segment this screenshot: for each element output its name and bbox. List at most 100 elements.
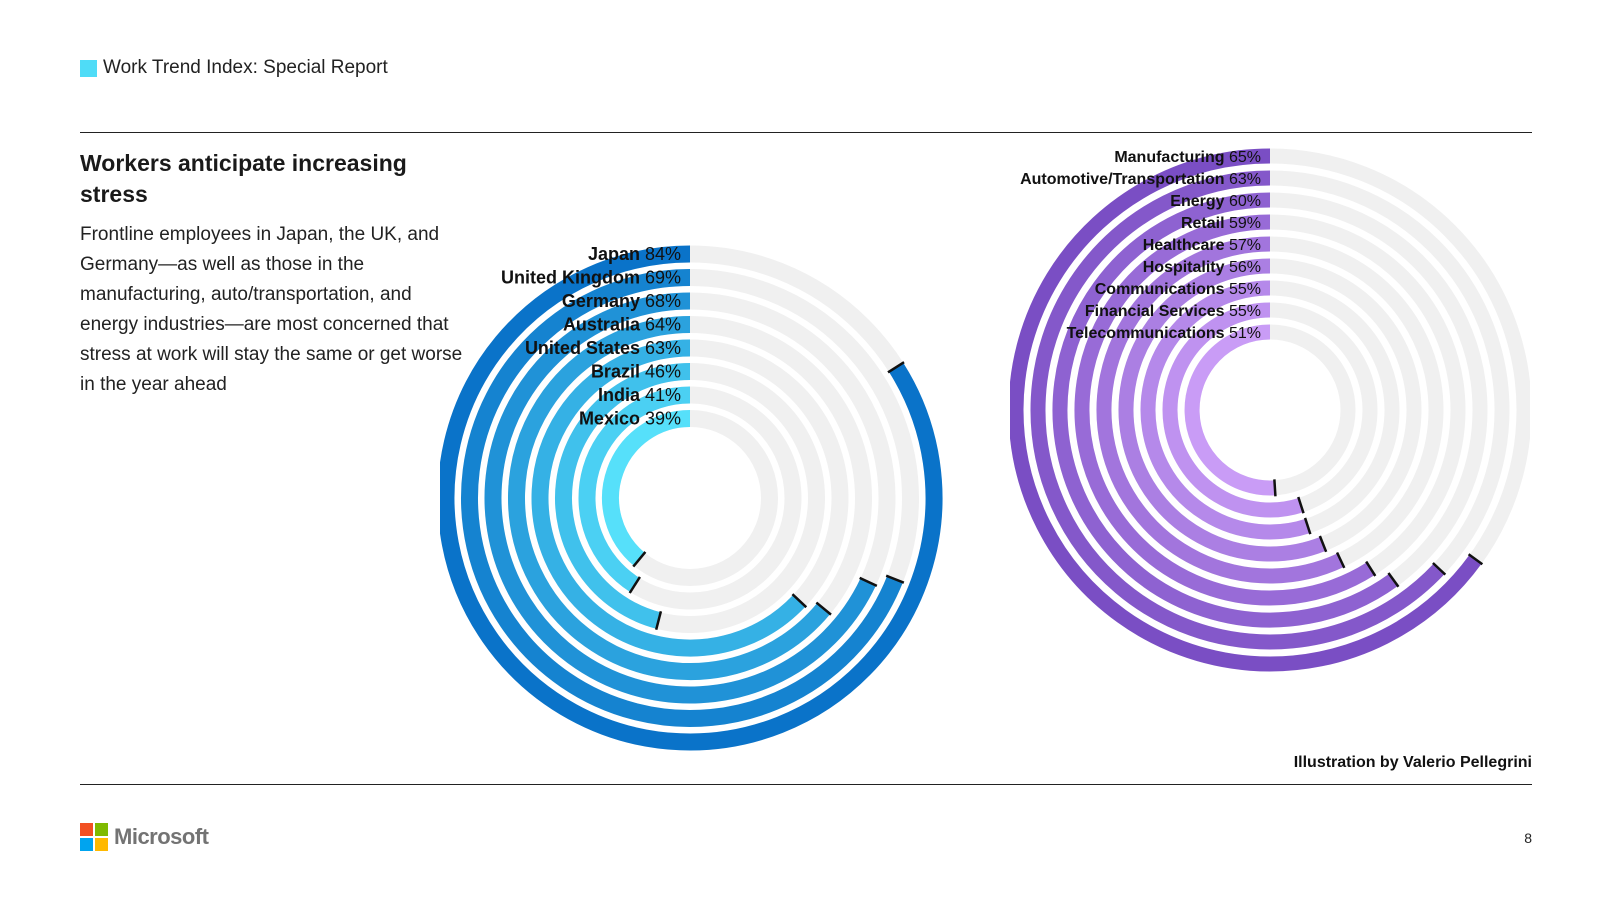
industry-bar-end [1318, 535, 1328, 553]
country-category-label: United States [525, 338, 640, 358]
country-radial-chart: Japan 84%United Kingdom 69%Germany 68%Au… [440, 244, 943, 751]
country-bar-end [791, 593, 808, 609]
industry-category-label: Telecommunications [1067, 325, 1225, 342]
logo-square-2 [95, 823, 108, 836]
logo-square-1 [80, 823, 93, 836]
industry-category-label: Manufacturing [1114, 149, 1224, 166]
industry-bar-end [1365, 560, 1377, 577]
report-title: Work Trend Index: Special Report [103, 57, 388, 78]
industry-value-label: 55% [1225, 281, 1261, 298]
industry-value-label: 55% [1225, 303, 1261, 320]
country-category-label: India [598, 385, 641, 405]
industry-label: Energy 60% [1170, 193, 1261, 210]
country-bar [531, 339, 806, 657]
country-category-label: Germany [562, 291, 640, 311]
country-label: India 41% [598, 385, 681, 405]
country-label: Mexico 39% [579, 409, 681, 429]
microsoft-wordmark: Microsoft [114, 824, 209, 849]
industry-value-label: 60% [1225, 193, 1261, 210]
industry-category-label: Communications [1095, 281, 1225, 298]
country-label: Australia 64% [563, 315, 681, 335]
page-number: 8 [1524, 830, 1532, 846]
industry-value-label: 59% [1225, 215, 1261, 232]
industry-bar [1184, 324, 1276, 496]
industry-value-label: 51% [1225, 325, 1261, 342]
country-label: United Kingdom 69% [501, 268, 681, 288]
industry-value-label: 63% [1225, 171, 1261, 188]
microsoft-logo: Microsoft [80, 823, 209, 851]
section-title: Workers anticipate increasing stress [80, 150, 407, 207]
industry-bar-end [1387, 572, 1400, 588]
country-bar-end [887, 361, 905, 374]
country-bar [602, 410, 691, 566]
country-bar-end [885, 574, 905, 584]
industry-label: Financial Services 55% [1085, 303, 1261, 320]
industry-label: Telecommunications 51% [1067, 325, 1261, 342]
country-label: Brazil 46% [591, 362, 681, 382]
country-value-label: 63% [640, 338, 681, 358]
industry-category-label: Automotive/Transportation [1020, 171, 1224, 188]
industry-bar-end [1467, 553, 1484, 566]
country-bar [461, 269, 903, 727]
country-bar [484, 292, 876, 704]
country-category-label: Brazil [591, 362, 640, 382]
industry-label: Hospitality 56% [1143, 259, 1261, 276]
industry-bar [1140, 280, 1311, 540]
industry-bar [1010, 148, 1482, 672]
industry-bar [1096, 236, 1344, 584]
country-bar-end [628, 576, 641, 594]
top-divider [80, 132, 1532, 133]
industry-bar [1118, 258, 1326, 562]
industry-bar-end [1273, 479, 1277, 497]
industry-bar-end [1335, 551, 1346, 569]
industry-value-label: 56% [1225, 259, 1261, 276]
country-bar-end [632, 551, 647, 568]
industry-radial-chart: Manufacturing 65%Automotive/Transportati… [1010, 148, 1530, 672]
industry-bar [1074, 214, 1375, 606]
country-bar [440, 245, 943, 751]
industry-category-label: Healthcare [1143, 237, 1225, 254]
industry-category-label: Financial Services [1085, 303, 1225, 320]
microsoft-logo-icon [80, 823, 108, 851]
logo-square-4 [95, 838, 108, 851]
country-category-label: Mexico [579, 409, 640, 429]
country-value-label: 69% [640, 268, 681, 288]
industry-bar [1162, 302, 1304, 518]
industry-category-label: Hospitality [1143, 259, 1225, 276]
country-value-label: 39% [640, 409, 681, 429]
industry-value-label: 65% [1225, 149, 1261, 166]
section-body-text: Frontline employees in Japan, the UK, an… [80, 224, 463, 395]
country-category-label: Australia [563, 315, 641, 335]
country-label: Japan 84% [588, 244, 681, 264]
country-bar-end [815, 601, 832, 616]
industry-label: Manufacturing 65% [1114, 149, 1261, 166]
industry-label: Retail 59% [1181, 215, 1261, 232]
industry-category-label: Retail [1181, 215, 1225, 232]
country-bar [507, 316, 831, 680]
header-accent-square [80, 59, 97, 77]
industry-label: Communications 55% [1095, 281, 1261, 298]
country-bar-end [859, 576, 878, 588]
country-label: United States 63% [525, 338, 681, 358]
industry-label: Healthcare 57% [1143, 237, 1261, 254]
country-label: Germany 68% [562, 291, 681, 311]
illustration-credit: Illustration by Valerio Pellegrini [1293, 754, 1532, 771]
industry-bar [1052, 192, 1398, 628]
country-bar [578, 386, 691, 593]
industry-category-label: Energy [1170, 193, 1224, 210]
country-bar [555, 363, 691, 629]
industry-bar-end [1432, 562, 1447, 576]
country-value-label: 41% [640, 385, 681, 405]
bottom-divider [80, 784, 1532, 785]
report-header: Work Trend Index: Special Report [80, 57, 388, 79]
industry-value-label: 57% [1225, 237, 1261, 254]
country-value-label: 46% [640, 362, 681, 382]
industry-bar [1030, 170, 1445, 650]
logo-square-3 [80, 838, 93, 851]
country-category-label: United Kingdom [501, 268, 640, 288]
country-value-label: 64% [640, 315, 681, 335]
industry-bar-end [1303, 517, 1312, 535]
country-value-label: 68% [640, 291, 681, 311]
country-category-label: Japan [588, 244, 640, 264]
country-value-label: 84% [640, 244, 681, 264]
